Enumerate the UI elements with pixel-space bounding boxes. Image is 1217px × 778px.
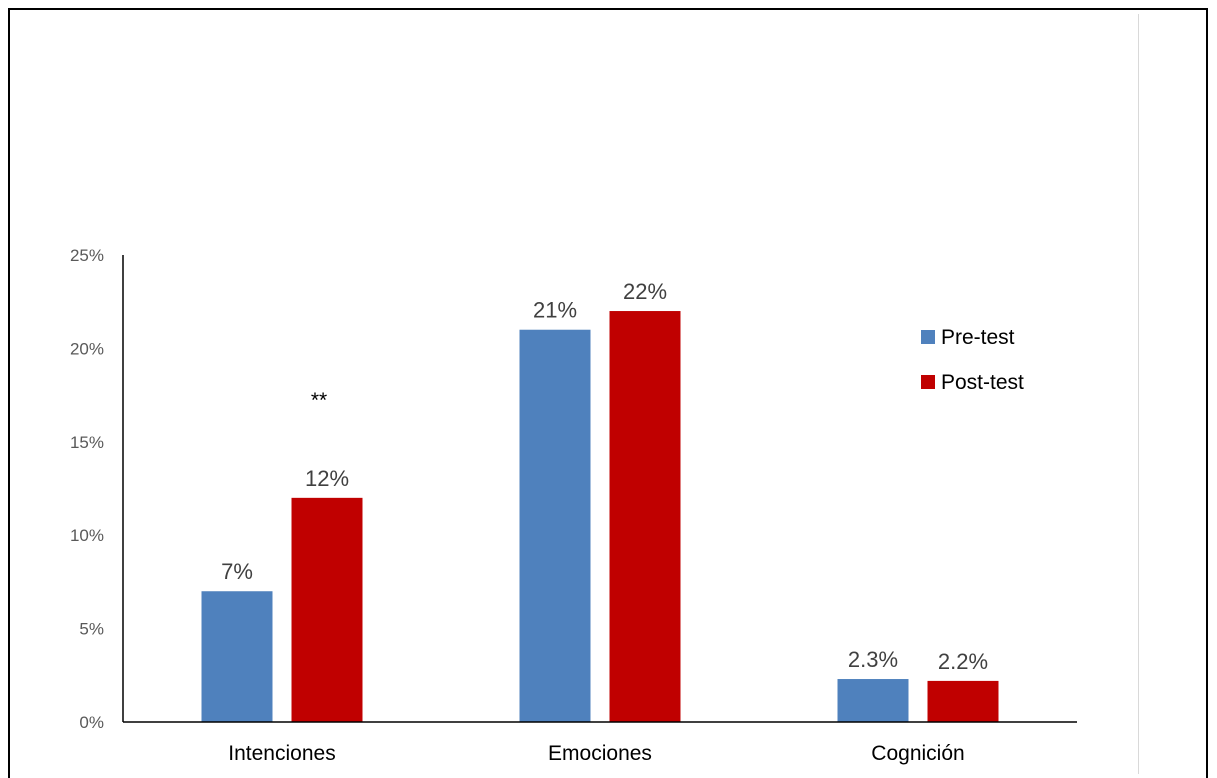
y-tick-label: 5% [79,620,104,639]
x-axis-categories: Intenciones Emociones Cognición [228,742,964,765]
legend-swatch-pre-test [921,330,935,344]
y-tick-label: 10% [70,526,104,545]
legend: Pre-test Post-test [921,326,1024,394]
legend-swatch-post-test [921,375,935,389]
data-labels: 7% 12% 21% 22% 2.3% 2.2% [221,279,988,674]
data-label: 22% [623,279,667,304]
y-tick-label: 20% [70,339,104,358]
bar-post-test-0 [291,497,363,722]
data-label: 12% [305,466,349,491]
x-category-label: Intenciones [228,742,335,765]
significance-annotation: ** [311,389,327,412]
y-tick-label: 15% [70,433,104,452]
annotations: ** [311,389,327,412]
data-label: 21% [533,298,577,323]
bar-pre-test-0 [201,591,273,722]
y-tick-label: 0% [79,713,104,732]
bar-post-test-2 [927,680,999,722]
data-label: 7% [221,559,253,584]
figure-frame [8,8,1208,778]
plot-area-border [1138,14,1139,774]
bars [201,311,999,722]
legend-label: Pre-test [941,326,1015,349]
x-category-label: Emociones [548,742,652,765]
bar-pre-test-1 [519,329,591,722]
y-axis-ticks: 0% 5% 10% 15% 20% 25% [70,246,104,732]
legend-label: Post-test [941,371,1024,394]
bar-post-test-1 [609,311,681,722]
bar-pre-test-2 [837,679,909,722]
x-category-label: Cognición [871,742,964,765]
data-label: 2.2% [938,649,988,674]
data-label: 2.3% [848,647,898,672]
y-tick-label: 25% [70,246,104,265]
